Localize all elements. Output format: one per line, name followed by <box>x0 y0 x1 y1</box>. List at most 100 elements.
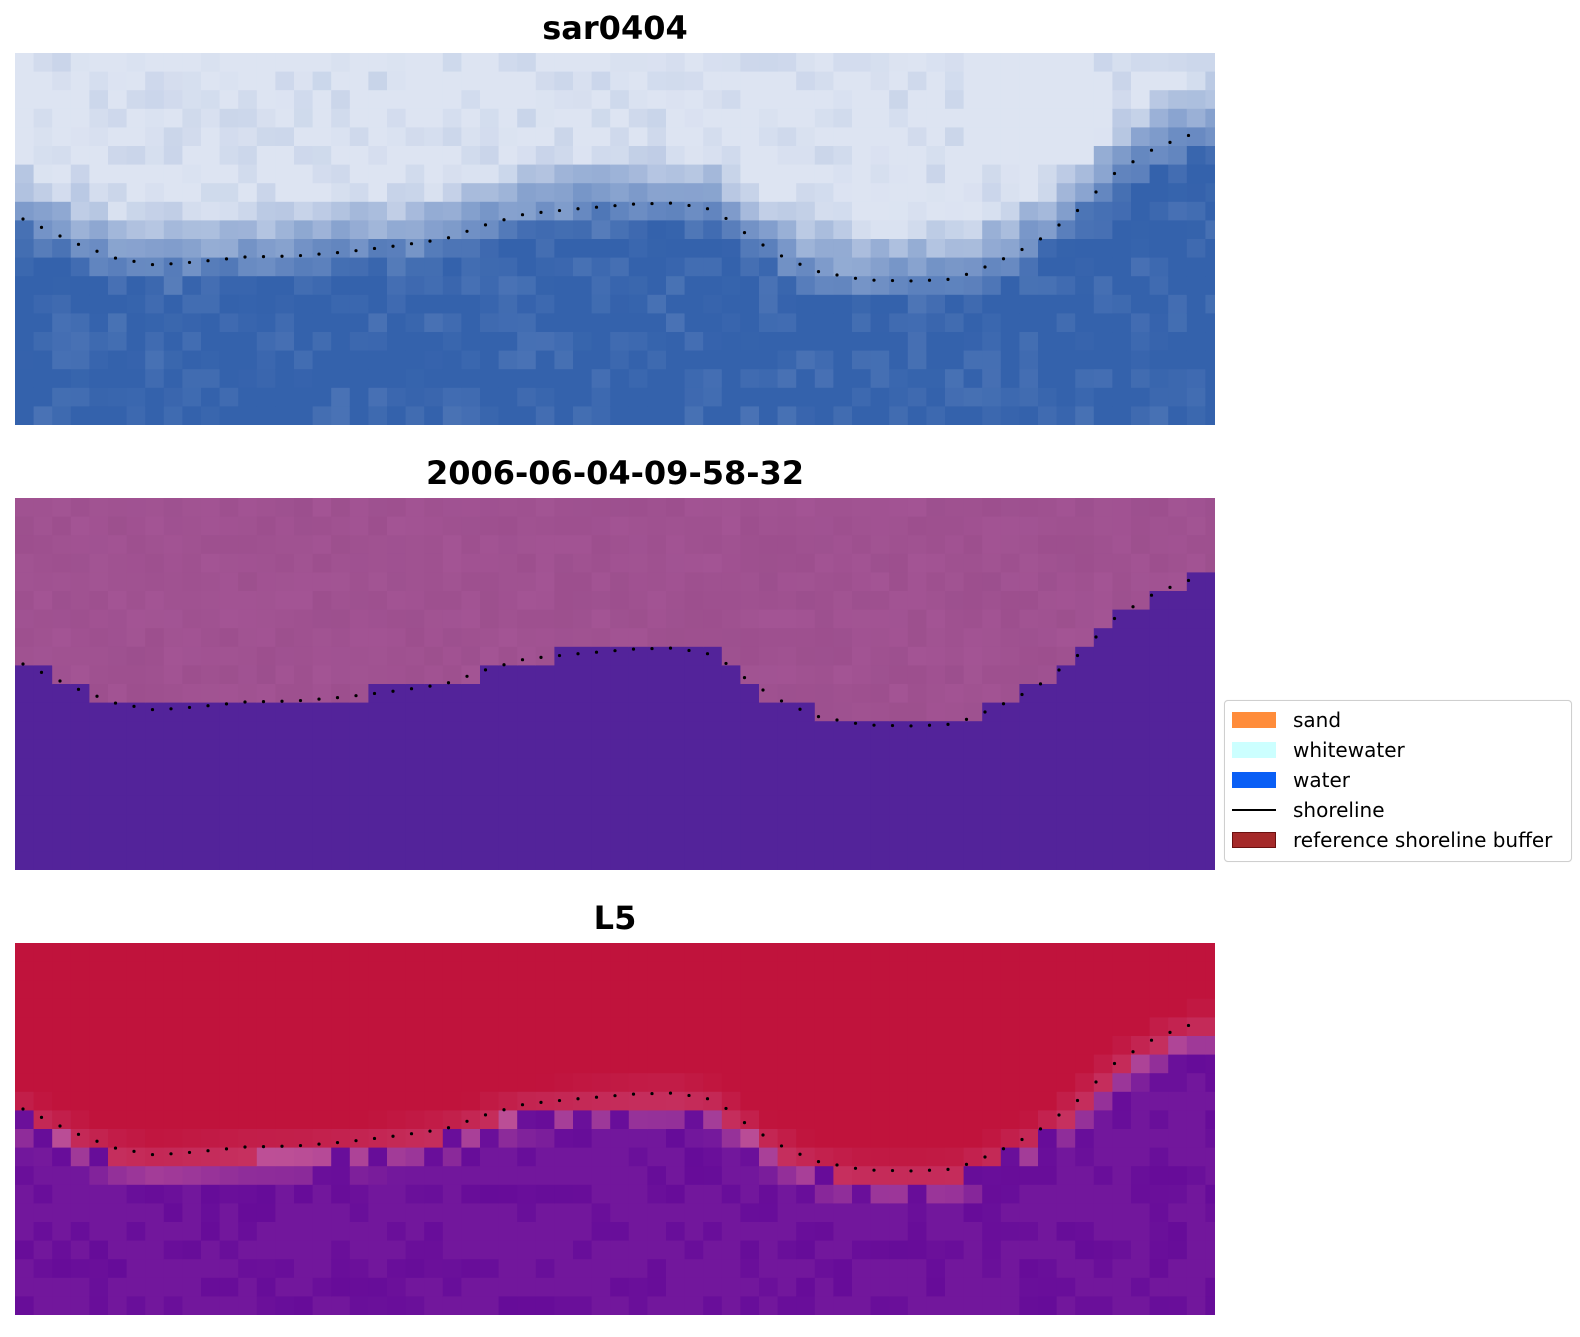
raster-pixel <box>554 108 574 128</box>
raster-pixel <box>312 998 332 1018</box>
raster-pixel <box>852 183 872 203</box>
raster-pixel <box>368 1036 388 1056</box>
raster-pixel <box>517 998 537 1018</box>
raster-pixel <box>907 183 927 203</box>
raster-pixel <box>796 1091 816 1111</box>
raster-pixel <box>33 832 53 852</box>
raster-pixel <box>814 980 834 1000</box>
raster-pixel <box>796 313 816 333</box>
raster-pixel <box>387 777 407 797</box>
raster-pixel <box>442 628 462 648</box>
raster-pixel <box>349 220 369 240</box>
raster-pixel <box>721 1222 741 1242</box>
raster-pixel <box>368 998 388 1018</box>
raster-pixel <box>926 1203 946 1223</box>
raster-pixel <box>294 498 314 518</box>
raster-pixel <box>852 276 872 296</box>
raster-pixel <box>1000 572 1020 592</box>
raster-pixel <box>945 998 965 1018</box>
raster-pixel <box>945 1166 965 1186</box>
raster-pixel <box>182 516 202 536</box>
raster-pixel <box>591 777 611 797</box>
raster-pixel <box>126 1296 146 1315</box>
raster-pixel <box>1168 146 1188 166</box>
raster-pixel <box>945 239 965 259</box>
raster-pixel <box>442 1147 462 1167</box>
raster-pixel <box>498 998 518 1018</box>
raster-pixel <box>498 1296 518 1315</box>
raster-pixel <box>1056 1073 1076 1093</box>
raster-pixel <box>70 980 90 1000</box>
raster-pixel <box>833 406 853 425</box>
raster-pixel <box>647 702 667 722</box>
raster-pixel <box>1038 739 1058 759</box>
raster-pixel <box>889 609 909 629</box>
raster-pixel <box>610 313 630 333</box>
raster-pixel <box>163 758 183 778</box>
raster-pixel <box>1186 1129 1206 1149</box>
raster-pixel <box>907 294 927 314</box>
raster-pixel <box>535 350 555 370</box>
raster-pixel <box>647 369 667 389</box>
raster-pixel <box>1038 684 1058 704</box>
raster-pixel <box>982 1296 1002 1315</box>
raster-pixel <box>833 961 853 981</box>
raster-pixel <box>610 980 630 1000</box>
raster-pixel <box>442 313 462 333</box>
raster-pixel <box>1056 684 1076 704</box>
raster-pixel <box>1019 1091 1039 1111</box>
raster-pixel <box>573 1277 593 1297</box>
raster-pixel <box>275 1277 295 1297</box>
raster-pixel <box>684 1110 704 1130</box>
raster-pixel <box>740 795 760 815</box>
raster-pixel <box>777 795 797 815</box>
raster-pixel <box>1093 609 1113 629</box>
raster-pixel <box>424 1184 444 1204</box>
raster-pixel <box>1000 71 1020 91</box>
raster-pixel <box>647 739 667 759</box>
raster-pixel <box>405 553 425 573</box>
raster-pixel <box>52 943 72 963</box>
raster-pixel <box>573 1147 593 1167</box>
raster-pixel <box>238 516 258 536</box>
raster-pixel <box>424 980 444 1000</box>
shoreline-point <box>853 1166 858 1170</box>
raster-pixel <box>1075 1110 1095 1130</box>
raster-pixel <box>963 146 983 166</box>
raster-pixel <box>52 276 72 296</box>
raster-pixel <box>945 1184 965 1204</box>
raster-pixel <box>1186 406 1206 425</box>
raster-pixel <box>1205 332 1215 352</box>
raster-pixel <box>368 146 388 166</box>
raster-pixel <box>461 1259 481 1279</box>
raster-pixel <box>889 1091 909 1111</box>
raster-pixel <box>777 127 797 147</box>
raster-pixel <box>554 1296 574 1315</box>
raster-pixel <box>387 276 407 296</box>
raster-pixel <box>442 646 462 666</box>
raster-pixel <box>554 1222 574 1242</box>
raster-pixel <box>126 53 146 73</box>
raster-pixel <box>833 90 853 110</box>
raster-pixel <box>554 721 574 741</box>
raster-pixel <box>833 53 853 73</box>
raster-pixel <box>684 961 704 981</box>
raster-pixel <box>163 369 183 389</box>
raster-pixel <box>535 572 555 592</box>
raster-pixel <box>294 646 314 666</box>
raster-pixel <box>610 220 630 240</box>
raster-pixel <box>666 814 686 834</box>
raster-pixel <box>498 758 518 778</box>
raster-pixel <box>15 1277 35 1297</box>
raster-pixel <box>907 702 927 722</box>
raster-pixel <box>163 276 183 296</box>
raster-pixel <box>1168 332 1188 352</box>
raster-pixel <box>684 313 704 333</box>
raster-pixel <box>591 220 611 240</box>
raster-pixel <box>666 71 686 91</box>
raster-pixel <box>1186 1073 1206 1093</box>
raster-pixel <box>126 127 146 147</box>
raster-pixel <box>1093 1036 1113 1056</box>
raster-pixel <box>498 387 518 407</box>
raster-pixel <box>33 739 53 759</box>
